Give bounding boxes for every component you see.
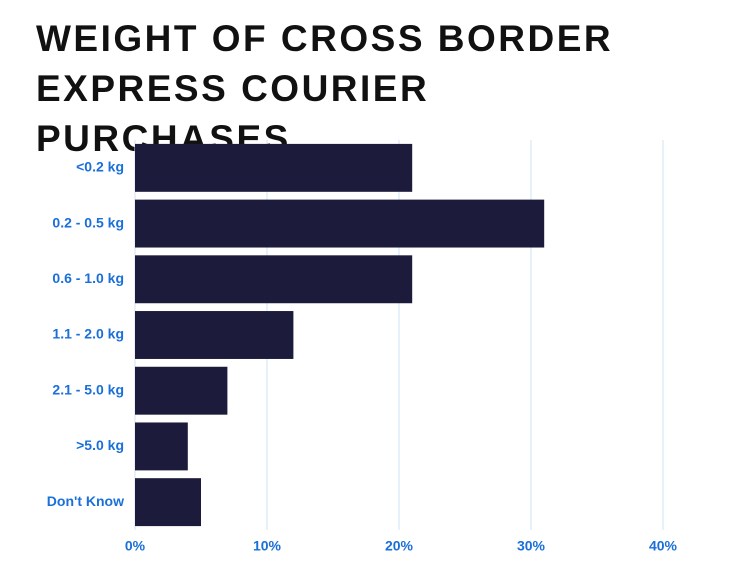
x-tick-label: 10%: [253, 538, 282, 554]
x-tick-label: 30%: [517, 538, 546, 554]
y-tick-label: >5.0 kg: [76, 437, 124, 453]
chart-title: WEIGHT OF CROSS BORDER EXPRESS COURIER P…: [36, 18, 614, 159]
y-tick-label: Don't Know: [47, 493, 124, 509]
x-tick-label: 0%: [125, 538, 146, 554]
x-tick-label: 40%: [649, 538, 678, 554]
bar: [135, 143, 413, 192]
bar: [135, 199, 545, 248]
y-tick-label: 1.1 - 2.0 kg: [52, 326, 124, 342]
x-tick-label: 20%: [385, 538, 414, 554]
bar: [135, 422, 188, 471]
y-tick-label: 0.2 - 0.5 kg: [52, 214, 124, 230]
y-tick-label: 2.1 - 5.0 kg: [52, 381, 124, 397]
y-tick-label: 0.6 - 1.0 kg: [52, 270, 124, 286]
bar: [135, 255, 413, 304]
y-tick-label: <0.2 kg: [76, 159, 124, 175]
bar: [135, 311, 294, 359]
bar: [135, 478, 201, 527]
bar: [135, 366, 228, 415]
